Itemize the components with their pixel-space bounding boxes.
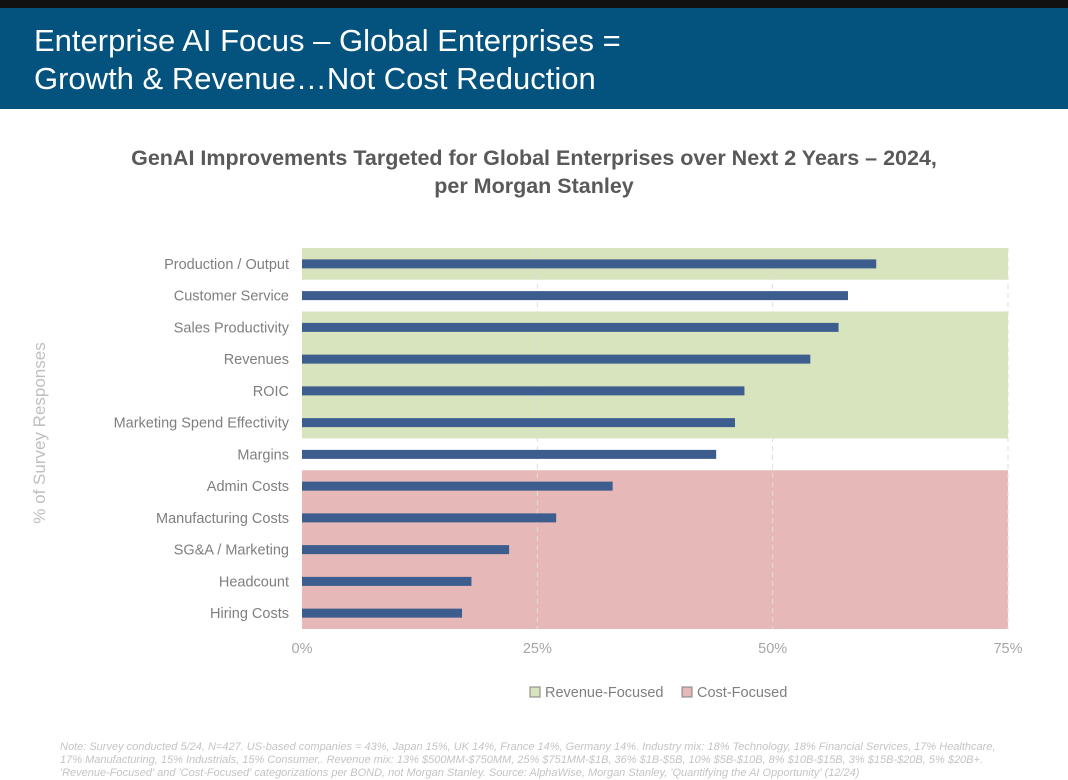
category-label-6: Marketing Spend Effectivity [114,416,290,432]
category-label-1: Production / Output [164,257,289,273]
category-label-11: Headcount [219,574,289,590]
bar-7 [302,449,717,459]
legend-swatch-1 [529,686,541,698]
chart-title-line-1: GenAI Improvements Targeted for Global E… [131,146,937,170]
bar-4 [302,354,811,364]
bar-11 [302,576,472,586]
category-label-5: ROIC [253,384,289,400]
band-revenue-focused [302,311,1008,439]
category-label-3: Sales Productivity [174,320,290,336]
page-title-line-1: Enterprise AI Focus – Global Enterprises… [34,23,621,58]
category-label-8: Admin Costs [207,479,289,495]
bar-3 [302,322,839,332]
bar-8 [302,481,613,491]
top-border [0,0,1068,8]
category-label-4: Revenues [224,352,289,368]
x-tick-label-2: 25% [523,641,552,657]
category-label-12: Hiring Costs [210,606,289,622]
bar-9 [302,513,557,523]
bar-12 [302,608,463,618]
category-label-10: SG&A / Marketing [174,543,289,559]
category-label-2: Customer Service [174,289,289,305]
page-title: Enterprise AI Focus – Global Enterprises… [34,22,621,98]
category-label-9: Manufacturing Costs [156,511,289,527]
x-tick-label-3: 50% [758,641,787,657]
bar-1 [302,259,877,269]
category-label-7: Margins [237,447,289,463]
x-tick-label-1: 0% [292,641,313,657]
x-tick-label-4: 75% [993,641,1022,657]
bar-10 [302,545,510,555]
footnote: Note: Survey conducted 5/24, N=427. US-b… [60,741,996,779]
y-axis-title: % of Survey Responses [30,342,49,523]
bar-6 [302,418,736,428]
chart-title-line-2: per Morgan Stanley [434,174,634,198]
bar-2 [302,291,848,301]
page-title-line-2: Growth & Revenue…Not Cost Reduction [34,61,596,96]
legend-swatch-2 [681,686,693,698]
legend-label-2: Cost-Focused [697,685,787,701]
header-banner: Enterprise AI Focus – Global Enterprises… [0,8,1068,109]
bar-5 [302,386,745,396]
legend-label-1: Revenue-Focused [545,685,664,701]
